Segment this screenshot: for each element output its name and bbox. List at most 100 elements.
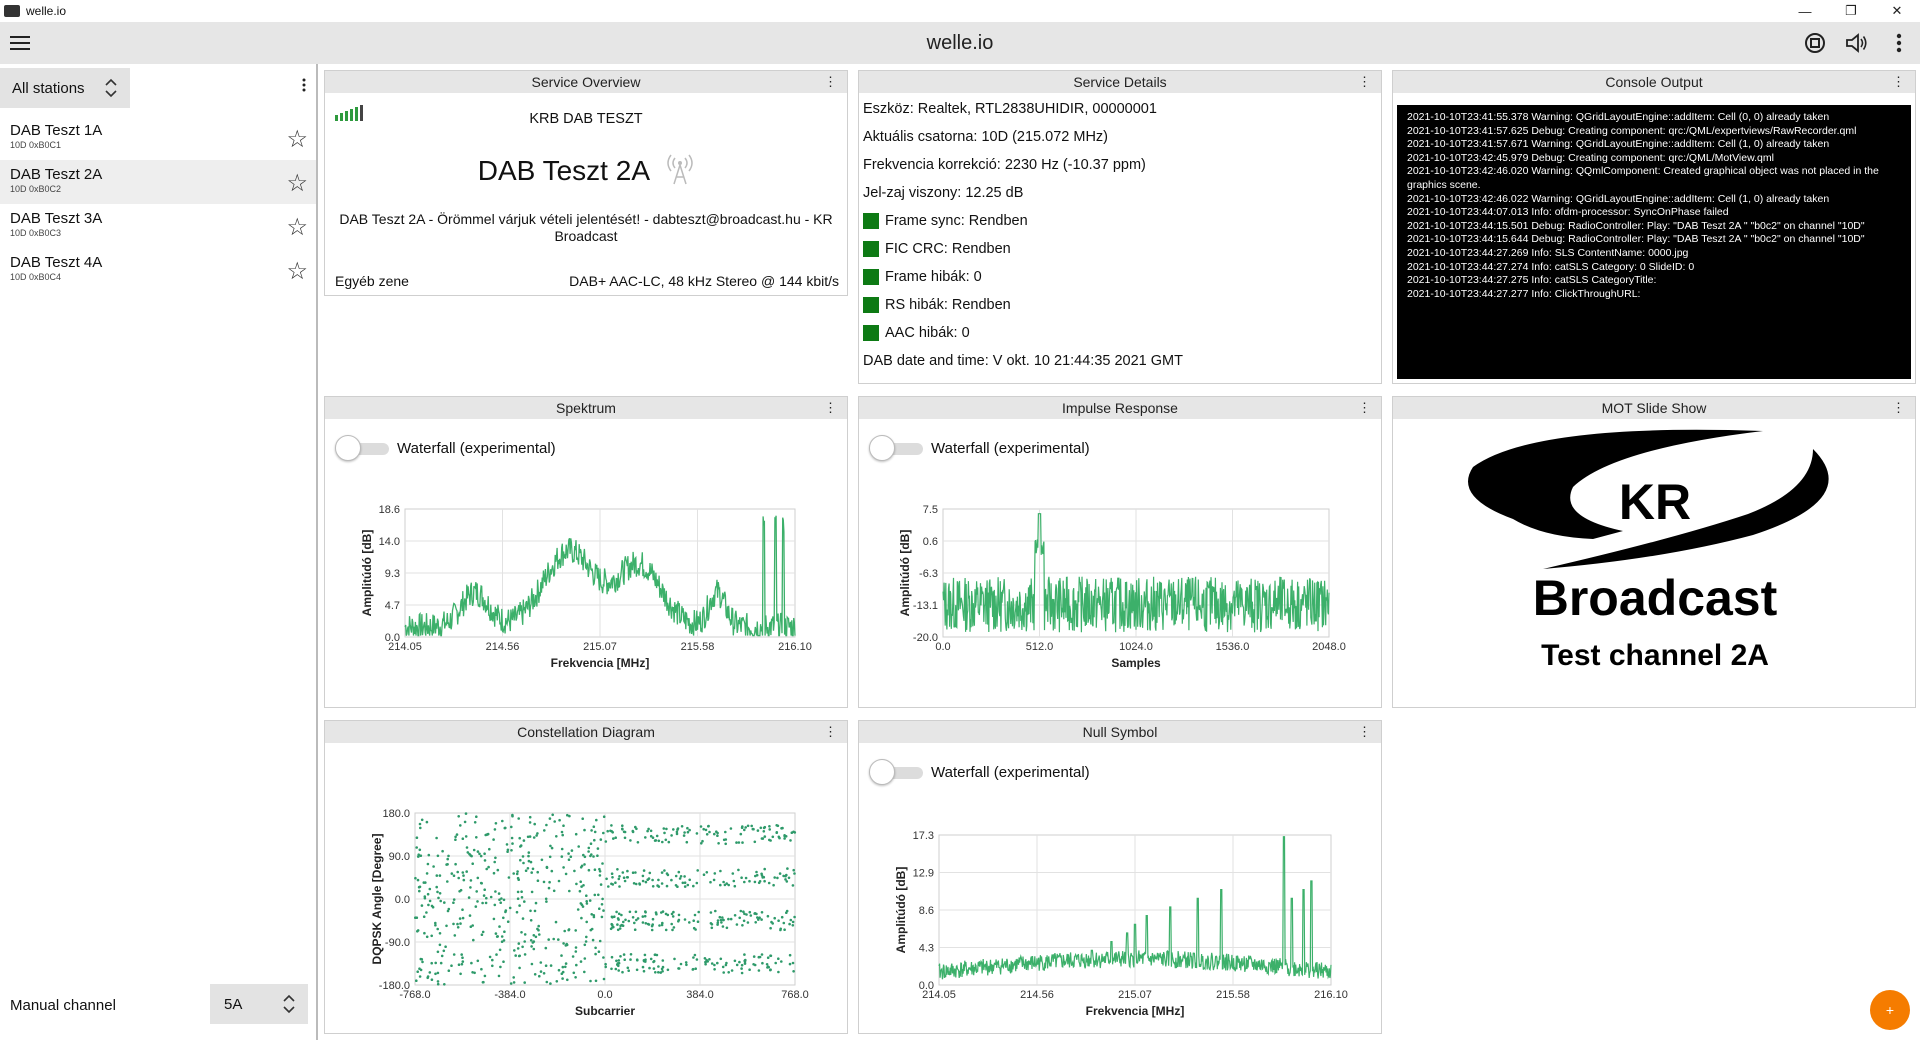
constellation-point xyxy=(547,938,550,941)
minimize-button[interactable]: — xyxy=(1798,3,1812,19)
constellation-point xyxy=(476,850,480,853)
mot-slideshow-panel: MOT Slide Show ⋮ KR Broadcast Test channe… xyxy=(1392,396,1916,708)
constellation-point xyxy=(622,953,626,956)
constellation-point xyxy=(575,963,578,967)
constellation-point xyxy=(792,868,795,872)
constellation-point xyxy=(671,928,674,932)
constellation-point xyxy=(621,871,625,874)
constellation-point xyxy=(574,929,577,932)
waterfall-toggle[interactable]: Waterfall (experimental) xyxy=(335,435,556,461)
constellation-point xyxy=(510,836,514,840)
constellation-point xyxy=(763,879,766,883)
constellation-point xyxy=(760,918,763,921)
more-vert-icon[interactable] xyxy=(1886,30,1912,56)
constellation-point xyxy=(555,980,559,983)
panel-more-icon[interactable]: ⋮ xyxy=(1358,400,1371,415)
panel-more-icon[interactable]: ⋮ xyxy=(1358,74,1371,89)
panel-more-icon[interactable]: ⋮ xyxy=(1358,724,1371,739)
favorite-star-icon[interactable]: ☆ xyxy=(286,126,308,153)
constellation-point xyxy=(670,922,673,926)
waterfall-toggle[interactable]: Waterfall (experimental) xyxy=(869,759,1090,785)
constellation-point xyxy=(610,882,613,886)
constellation-point xyxy=(721,925,725,928)
panel-more-icon[interactable]: ⋮ xyxy=(824,74,837,89)
y-tick-label: 12.9 xyxy=(913,868,934,880)
constellation-point xyxy=(743,962,747,965)
constellation-point xyxy=(735,963,739,967)
constellation-point xyxy=(631,916,635,919)
manual-channel-select[interactable]: 5A xyxy=(210,984,308,1024)
volume-icon[interactable] xyxy=(1844,30,1870,56)
constellation-point xyxy=(607,885,610,888)
constellation-point xyxy=(583,828,586,832)
constellation-point xyxy=(587,850,590,853)
station-item[interactable]: DAB Teszt 4A 10D 0xB0C4 ☆ xyxy=(0,248,316,292)
stop-icon[interactable] xyxy=(1802,30,1828,56)
y-tick-label: 14.0 xyxy=(379,536,400,548)
constellation-point xyxy=(488,955,492,959)
x-tick-label: 0.0 xyxy=(597,989,612,1001)
constellation-point xyxy=(628,910,632,914)
panel-more-icon[interactable]: ⋮ xyxy=(824,724,837,739)
panel-more-icon[interactable]: ⋮ xyxy=(1892,400,1905,415)
constellation-point xyxy=(517,817,520,820)
frame-sync-text: Frame sync: Rendben xyxy=(885,213,1028,229)
x-axis-label: Samples xyxy=(1111,656,1161,670)
station-item[interactable]: DAB Teszt 1A 10D 0xB0C1 ☆ xyxy=(0,116,316,160)
sidebar-more-icon[interactable] xyxy=(302,78,306,97)
constellation-point xyxy=(657,878,660,882)
constellation-point xyxy=(742,919,746,923)
station-item-selected[interactable]: DAB Teszt 2A 10D 0xB0C2 ☆ xyxy=(0,160,316,204)
constellation-point xyxy=(688,878,691,882)
constellation-point xyxy=(452,922,455,926)
constellation-point xyxy=(662,827,666,830)
close-button[interactable]: ✕ xyxy=(1891,3,1903,18)
x-tick-label: 214.05 xyxy=(388,641,422,653)
constellation-point xyxy=(589,979,592,983)
station-sub: 10D 0xB0C3 xyxy=(10,228,62,238)
constellation-point xyxy=(657,839,661,843)
constellation-point xyxy=(502,939,506,942)
station-title: DAB Teszt 2A xyxy=(477,154,649,186)
constellation-point xyxy=(414,876,417,880)
console-line: 2021-10-10T23:41:55.378 Warning: QGridLa… xyxy=(1407,111,1830,123)
constellation-point xyxy=(719,918,723,922)
constellation-point xyxy=(776,876,779,880)
constellation-point xyxy=(649,829,653,833)
constellation-point xyxy=(439,899,442,903)
station-item[interactable]: DAB Teszt 3A 10D 0xB0C3 ☆ xyxy=(0,204,316,248)
constellation-point xyxy=(621,924,625,927)
console-log[interactable]: 2021-10-10T23:41:55.378 Warning: QGridLa… xyxy=(1397,105,1911,379)
constellation-point xyxy=(714,909,717,913)
constellation-point xyxy=(593,830,597,834)
floating-action-button[interactable]: + xyxy=(1870,990,1910,1030)
station-filter-select[interactable]: All stations xyxy=(0,68,130,108)
constellation-point xyxy=(524,869,528,872)
constellation-point xyxy=(468,914,472,917)
constellation-point xyxy=(644,910,647,913)
favorite-star-icon[interactable]: ☆ xyxy=(286,214,308,241)
hamburger-icon[interactable] xyxy=(0,22,40,64)
constellation-point xyxy=(695,881,699,885)
constellation-point xyxy=(677,918,681,922)
chart-axes: -768.0 -384.0 0.0 384.0 768.0 -180.0 -90.0 0.0 9… xyxy=(370,808,809,1018)
constellation-point xyxy=(530,962,534,966)
constellation-point xyxy=(606,829,609,833)
waterfall-toggle[interactable]: Waterfall (experimental) xyxy=(869,435,1090,461)
panel-more-icon[interactable]: ⋮ xyxy=(824,400,837,415)
constellation-point xyxy=(491,964,494,968)
favorite-star-icon[interactable]: ☆ xyxy=(286,258,308,285)
x-tick-label: 1536.0 xyxy=(1216,641,1250,653)
constellation-point xyxy=(780,915,784,919)
constellation-point xyxy=(460,962,464,966)
constellation-point xyxy=(436,927,439,931)
dab-datetime-text: DAB date and time: V okt. 10 21:44:35 20… xyxy=(863,353,1183,369)
constellation-point xyxy=(549,844,552,848)
panel-more-icon[interactable]: ⋮ xyxy=(1892,74,1905,89)
constellation-point xyxy=(739,909,743,913)
constellation-point xyxy=(730,969,734,972)
favorite-star-icon[interactable]: ☆ xyxy=(286,170,308,197)
constellation-point xyxy=(592,825,596,828)
restore-button[interactable]: ❐ xyxy=(1845,3,1857,18)
constellation-point xyxy=(769,968,772,971)
